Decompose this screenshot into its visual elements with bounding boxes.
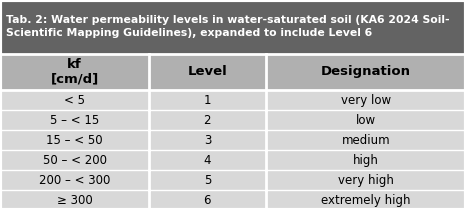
Text: kf
[cm/d]: kf [cm/d]	[50, 58, 99, 86]
Text: high: high	[353, 154, 379, 167]
Bar	[149, 110, 266, 130]
Text: 5: 5	[204, 174, 211, 186]
Bar	[0, 90, 149, 110]
Text: 5 – < 15: 5 – < 15	[50, 114, 99, 127]
Bar	[266, 190, 466, 210]
Bar	[149, 170, 266, 190]
Bar	[266, 110, 466, 130]
Bar	[266, 130, 466, 150]
Text: extremely high: extremely high	[321, 194, 411, 206]
Text: Designation: Designation	[321, 66, 411, 78]
Text: 6: 6	[204, 194, 211, 206]
Bar	[149, 190, 266, 210]
Bar	[0, 130, 149, 150]
Bar	[266, 54, 466, 90]
Bar	[266, 150, 466, 170]
Bar	[0, 170, 149, 190]
Text: 1: 1	[204, 94, 211, 107]
Bar	[149, 150, 266, 170]
Bar	[0, 0, 466, 54]
Text: 200 – < 300: 200 – < 300	[39, 174, 110, 186]
Text: very low: very low	[341, 94, 391, 107]
Text: Level: Level	[187, 66, 227, 78]
Text: 3: 3	[204, 134, 211, 147]
Text: low: low	[356, 114, 376, 127]
Bar	[266, 90, 466, 110]
Text: 4: 4	[204, 154, 211, 167]
Text: 50 – < 200: 50 – < 200	[42, 154, 107, 167]
Bar	[149, 130, 266, 150]
Bar	[266, 170, 466, 190]
Text: < 5: < 5	[64, 94, 85, 107]
Text: ≥ 300: ≥ 300	[57, 194, 92, 206]
Text: very high: very high	[338, 174, 394, 186]
Bar	[0, 110, 149, 130]
Text: 2: 2	[204, 114, 211, 127]
Bar	[149, 54, 266, 90]
Text: 15 – < 50: 15 – < 50	[46, 134, 103, 147]
Bar	[0, 150, 149, 170]
Bar	[0, 190, 149, 210]
Text: medium: medium	[342, 134, 390, 147]
Bar	[149, 90, 266, 110]
Text: Tab. 2: Water permeability levels in water-saturated soil (KA6 2024 Soil-
Scient: Tab. 2: Water permeability levels in wat…	[6, 15, 449, 38]
Bar	[0, 54, 149, 90]
